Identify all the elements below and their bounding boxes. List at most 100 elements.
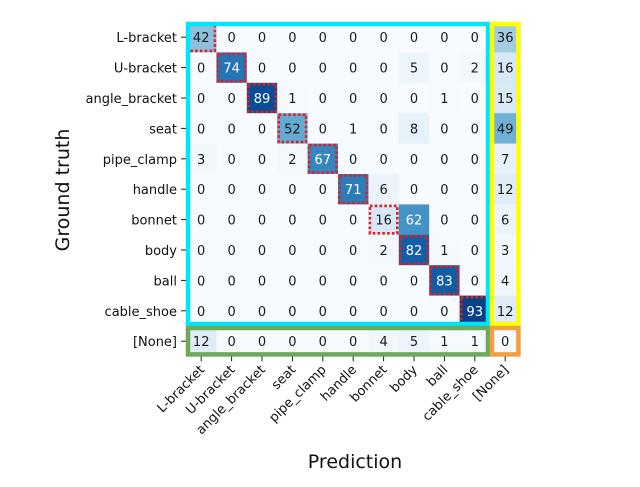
heatmap-cell bbox=[398, 82, 430, 114]
heatmap-cell bbox=[338, 174, 369, 205]
heatmap-cell bbox=[429, 174, 460, 205]
heatmap-cell bbox=[398, 326, 430, 357]
cell-value-label: 0 bbox=[471, 122, 479, 137]
region-boxes bbox=[185, 21, 521, 357]
cell-value-label: 0 bbox=[227, 305, 235, 320]
cell-value-label: 0 bbox=[197, 244, 205, 259]
heatmap-cell bbox=[277, 234, 308, 266]
cell-value-label: 1 bbox=[349, 122, 357, 137]
heatmap-cell bbox=[307, 82, 339, 114]
heatmap-cell bbox=[429, 52, 460, 84]
y-tick-label: ball bbox=[154, 274, 177, 289]
cell-value-label: 8 bbox=[410, 122, 418, 137]
cell-value-label: 0 bbox=[288, 62, 296, 77]
cell-value-label: 0 bbox=[227, 183, 235, 198]
heatmap-cell bbox=[398, 295, 430, 327]
cell-value-label: 0 bbox=[410, 305, 418, 320]
heatmap-cell bbox=[490, 113, 521, 144]
heatmap-cell bbox=[368, 113, 400, 144]
cell-value-label: 93 bbox=[467, 305, 484, 320]
heatmap-cell bbox=[368, 326, 400, 357]
heatmap-cell bbox=[216, 234, 248, 266]
y-axis-label: Ground truth bbox=[52, 129, 74, 252]
y-tick-label: [None] bbox=[133, 335, 177, 350]
cell-value-label: 0 bbox=[288, 305, 296, 320]
heatmap-cell bbox=[186, 82, 217, 114]
heatmap-cell bbox=[490, 52, 521, 84]
heatmap-cell bbox=[459, 143, 491, 175]
heatmap-cell bbox=[246, 113, 278, 144]
cell-value-label: 12 bbox=[193, 335, 210, 350]
heatmap-cell bbox=[368, 143, 400, 175]
cell-value-label: 74 bbox=[223, 62, 240, 77]
heatmap-cell bbox=[277, 174, 308, 205]
diagonal-highlight bbox=[338, 174, 369, 205]
diagonal-highlight bbox=[186, 22, 217, 53]
cell-value-label: 71 bbox=[345, 183, 362, 198]
heatmap-cell bbox=[459, 295, 491, 327]
cell-value-label: 0 bbox=[471, 31, 479, 46]
heatmap-cell bbox=[338, 113, 369, 144]
heatmap-cell bbox=[490, 265, 521, 296]
cell-value-label: 62 bbox=[406, 214, 423, 229]
cell-value-label: 0 bbox=[349, 92, 357, 107]
heatmap-cell bbox=[216, 82, 248, 114]
cell-value-label: 6 bbox=[501, 214, 509, 229]
cell-value-label: 0 bbox=[471, 214, 479, 229]
cell-value-label: 89 bbox=[254, 92, 271, 107]
cell-value-label: 0 bbox=[410, 274, 418, 289]
cell-value-label: 0 bbox=[471, 183, 479, 198]
cell-value-label: 0 bbox=[319, 335, 327, 350]
cell-value-label: 0 bbox=[319, 305, 327, 320]
diagonal-highlight bbox=[277, 113, 308, 144]
cell-value-label: 0 bbox=[258, 335, 266, 350]
heatmap-cell bbox=[246, 82, 278, 114]
heatmap-cell bbox=[307, 113, 339, 144]
cell-value-label: 0 bbox=[197, 214, 205, 229]
diagonal-highlight bbox=[247, 83, 278, 114]
cell-value-label: 0 bbox=[227, 122, 235, 137]
heatmap-cell bbox=[246, 204, 278, 236]
heatmap-cell bbox=[398, 22, 430, 53]
cell-value-label: 0 bbox=[197, 274, 205, 289]
cell-value-label: 0 bbox=[349, 214, 357, 229]
cell-value-label: 49 bbox=[497, 122, 514, 137]
cell-value-label: 0 bbox=[227, 92, 235, 107]
heatmap-cell bbox=[307, 265, 339, 296]
heatmap-cell bbox=[398, 265, 430, 296]
heatmap-cell bbox=[368, 52, 400, 84]
heatmap-cell bbox=[368, 204, 400, 236]
cell-value-label: 82 bbox=[406, 244, 423, 259]
heatmap-cell bbox=[368, 295, 400, 327]
diagonal-highlight bbox=[307, 143, 338, 174]
heatmap-cell bbox=[246, 326, 278, 357]
cell-value-label: 0 bbox=[440, 31, 448, 46]
heatmap-cell bbox=[307, 143, 339, 175]
heatmap-cell bbox=[490, 204, 521, 236]
heatmap-cell bbox=[186, 234, 217, 266]
cell-value-label: 1 bbox=[288, 92, 296, 107]
heatmap-cell bbox=[429, 113, 460, 144]
cell-value-label: 0 bbox=[410, 153, 418, 168]
cell-value-label: 0 bbox=[319, 122, 327, 137]
cell-value-label: 0 bbox=[258, 183, 266, 198]
y-tick-label: L-bracket bbox=[116, 31, 177, 46]
heatmap-cell bbox=[246, 265, 278, 296]
cell-value-label: 16 bbox=[375, 214, 392, 229]
cell-value-label: 0 bbox=[227, 153, 235, 168]
x-axis-label: Prediction bbox=[308, 451, 402, 473]
cell-value-label: 0 bbox=[227, 244, 235, 259]
heatmap-cell bbox=[186, 143, 217, 175]
cell-value-label: 3 bbox=[197, 153, 205, 168]
heatmap-cell bbox=[186, 22, 217, 53]
cell-value-label: 0 bbox=[379, 31, 387, 46]
heatmap-cell bbox=[216, 295, 248, 327]
heatmap-cell bbox=[216, 174, 248, 205]
heatmap-cell bbox=[186, 52, 217, 84]
heatmap-cell bbox=[429, 143, 460, 175]
cell-value-label: 0 bbox=[410, 31, 418, 46]
heatmap-cell bbox=[459, 326, 491, 357]
heatmap-cell bbox=[490, 326, 521, 357]
cell-value-label: 83 bbox=[436, 274, 453, 289]
